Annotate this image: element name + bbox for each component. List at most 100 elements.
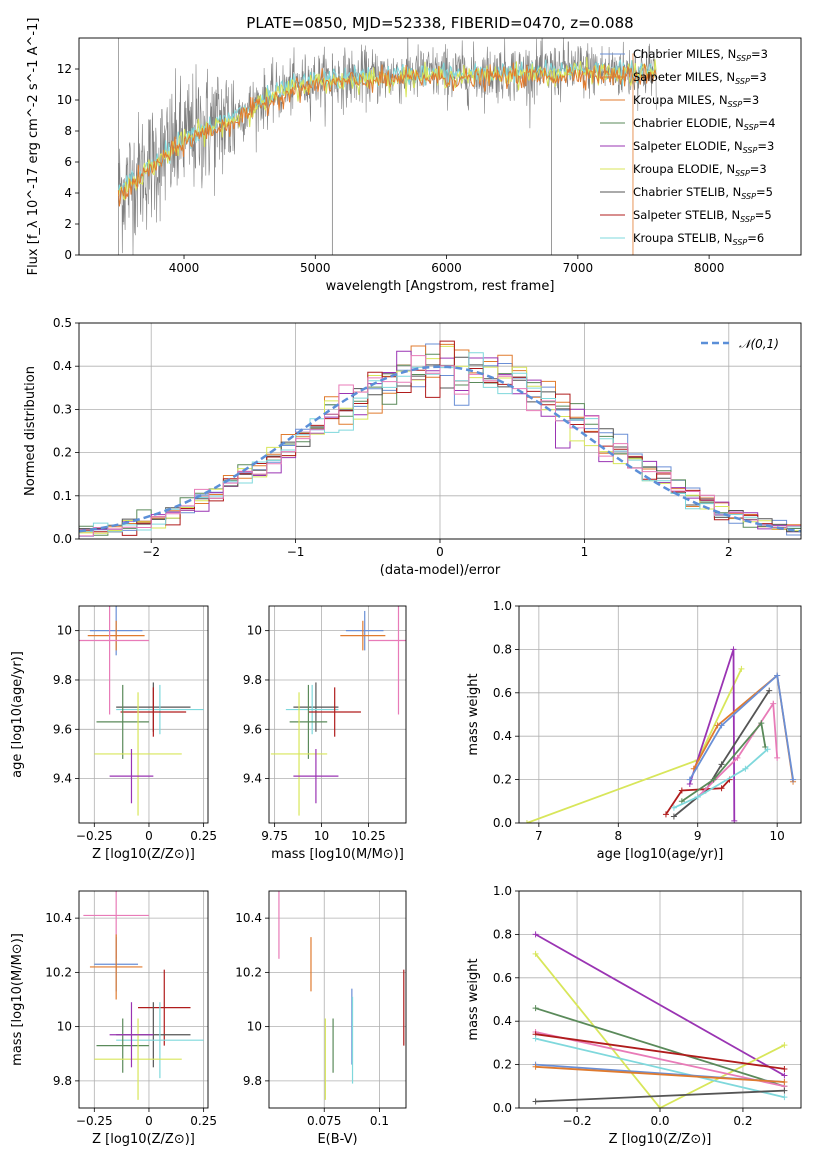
- axes-age-vs-mass: 9.75 10 10.25 9.4 9.6 9.8 10 mass [log10(M/M⊙)]: [243, 605, 407, 862]
- errorbars: [83, 891, 204, 1100]
- errorbars: [278, 891, 405, 1100]
- legend-subscript: SSP: [728, 100, 743, 109]
- legend-count: =6: [747, 231, 764, 245]
- legend-subscript: SSP: [735, 77, 750, 86]
- weight-marker: [774, 754, 781, 761]
- legend-count: =3: [757, 139, 774, 153]
- y-tick-label: 10: [247, 624, 262, 638]
- legend-text: Kroupa STELIB, N: [633, 231, 733, 245]
- legend-count: =3: [750, 162, 767, 176]
- y-tick-label: 10: [57, 1020, 72, 1034]
- y-tick-label: 1.0: [493, 599, 512, 613]
- weight-marker: [532, 950, 539, 957]
- y-tick-label: 0.2: [493, 773, 512, 787]
- legend-subscript: SSP: [735, 169, 750, 178]
- y-tick-label: 0.6: [493, 971, 512, 985]
- data-point: [340, 620, 386, 651]
- x-tick-label: −2: [142, 545, 160, 559]
- legend-entry: Chabrier STELIB, NSSP=5: [633, 185, 773, 201]
- data-point: [109, 749, 154, 804]
- legend-entry: Kroupa STELIB, NSSP=6: [633, 231, 764, 247]
- data-point: [89, 934, 143, 1000]
- weight-marker: [764, 746, 771, 753]
- y-axis-label: mass weight: [466, 673, 481, 755]
- weight-marker: [710, 776, 717, 783]
- y-axis-label: Normed distribution: [23, 366, 38, 496]
- axes-mass-vs-Z: −0.25 0 0.25 9.8 10 10.2 10.4 Z [log10(Z/Z⊙)] ma…: [10, 890, 217, 1147]
- y-tick-label: 0.8: [493, 927, 512, 941]
- x-tick-label: −0.25: [76, 829, 113, 843]
- axes-frame: [268, 605, 407, 824]
- data-point: [94, 1018, 182, 1100]
- legend-text: Salpeter MILES, N: [633, 70, 735, 84]
- data-point: [270, 692, 328, 816]
- y-tick-label: 10: [57, 624, 72, 638]
- y-tick-label: 0.2: [493, 1058, 512, 1072]
- observed-spectrum: [118, 38, 657, 255]
- weight-series: [535, 933, 785, 1077]
- errorbars: [79, 606, 204, 816]
- y-tick-label: 0.0: [53, 532, 72, 546]
- histogram-series: [79, 355, 801, 537]
- y-axis-label: mass weight: [466, 958, 481, 1040]
- legend-count: =3: [742, 93, 759, 107]
- legend-text: Chabrier MILES, N: [633, 47, 736, 61]
- x-tick-label: 8: [614, 829, 622, 843]
- weight-marker: [532, 1098, 539, 1105]
- data-point: [109, 1002, 154, 1068]
- x-axis-label: Z [log10(Z/Z⊙)]: [92, 847, 195, 862]
- weight-series: [665, 778, 731, 815]
- y-tick-label: 0.4: [493, 729, 512, 743]
- y-tick-label: 0.4: [53, 359, 72, 373]
- legend-count: =5: [756, 185, 773, 199]
- weight-series: [535, 1089, 785, 1103]
- axes-frame: [268, 890, 407, 1109]
- legend-text: Chabrier ELODIE, N: [633, 116, 744, 130]
- data-point: [94, 692, 182, 816]
- weight-marker: [781, 1042, 788, 1049]
- axes-frame: [78, 322, 802, 540]
- weight-marker: [670, 813, 677, 820]
- weight-series: [535, 1007, 785, 1088]
- weight-marker: [532, 1063, 539, 1070]
- data-point: [116, 1002, 204, 1079]
- y-tick-label: 0.5: [53, 316, 72, 330]
- x-tick-label: −1: [287, 545, 305, 559]
- axes-weight-vs-Z: −0.2 0.0 0.2 0.0 0.2 0.4 0.6 0.8 1.0 Z [log10(Z/Z…: [466, 884, 802, 1147]
- legend-subscript: SSP: [744, 123, 759, 132]
- x-tick-label: 4000: [169, 261, 200, 275]
- axes-frame: [78, 605, 209, 824]
- x-tick-label: 0.2: [733, 1114, 752, 1128]
- legend-subscript: SSP: [740, 215, 755, 224]
- weight-marker: [678, 787, 685, 794]
- y-tick-label: 9.4: [243, 772, 262, 786]
- legend-count: =5: [755, 208, 772, 222]
- y-tick-label: 4: [64, 186, 72, 200]
- x-axis-label: Z [log10(Z/Z⊙)]: [609, 1132, 712, 1147]
- legend-subscript: SSP: [733, 238, 748, 247]
- legend-text: Kroupa ELODIE, N: [633, 162, 735, 176]
- y-tick-label: 0.6: [493, 686, 512, 700]
- weight-marker: [781, 1094, 788, 1101]
- x-tick-label: −0.2: [562, 1114, 591, 1128]
- model-spectrum: [117, 62, 657, 207]
- weight-series: [535, 1065, 785, 1083]
- weight-marker: [662, 811, 669, 818]
- weight-marker: [686, 776, 693, 783]
- y-tick-label: 1.0: [493, 884, 512, 898]
- legend-entry: Chabrier ELODIE, NSSP=4: [633, 116, 775, 132]
- weight-series: [689, 673, 794, 781]
- weight-series: [681, 721, 767, 803]
- y-tick-label: 2: [64, 217, 72, 231]
- data-point: [345, 610, 384, 651]
- y-tick-label: 0.2: [53, 446, 72, 460]
- weight-series: [534, 953, 785, 1108]
- x-tick-label: 10: [770, 829, 785, 843]
- legend-entry: Salpeter MILES, NSSP=3: [633, 70, 767, 86]
- y-tick-label: 9.6: [53, 722, 72, 736]
- x-axis-label: (data-model)/error: [380, 563, 501, 578]
- x-axis-label: Z [log10(Z/Z⊙)]: [92, 1132, 195, 1147]
- axes-weight-vs-age: 7 8 9 10 0.0 0.2 0.4 0.6 0.8 1.0 age [log10(age/yr…: [466, 599, 802, 862]
